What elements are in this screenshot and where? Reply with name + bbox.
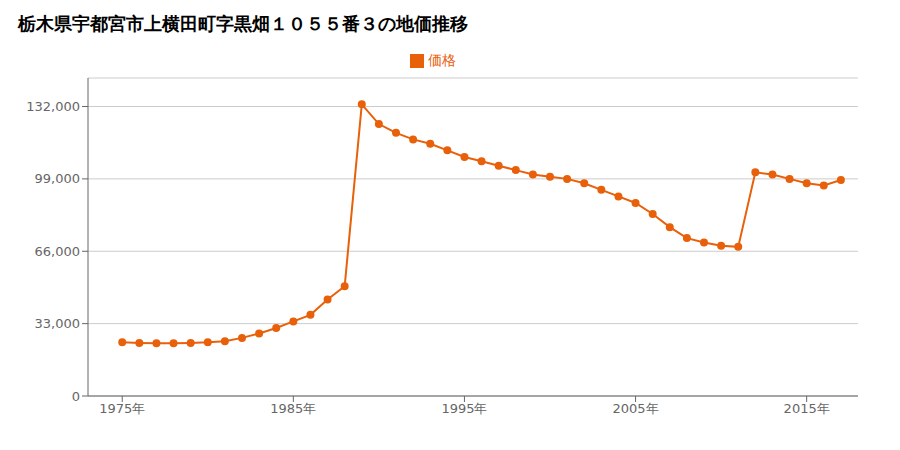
svg-text:2015年: 2015年 xyxy=(784,401,830,416)
svg-text:1995年: 1995年 xyxy=(441,401,487,416)
svg-text:0: 0 xyxy=(72,389,80,404)
svg-text:132,000: 132,000 xyxy=(26,99,80,114)
html-text:価格: 価格 xyxy=(428,52,456,68)
svg-text:1975年: 1975年 xyxy=(99,401,145,416)
html-text:栃木県宇都宮市上横田町字黒畑１０５５番３の地価推移: 栃木県宇都宮市上横田町字黒畑１０５５番３の地価推移 xyxy=(18,13,468,34)
svg-text:2005年: 2005年 xyxy=(613,401,659,416)
svg-text:33,000: 33,000 xyxy=(35,316,81,331)
svg-text:99,000: 99,000 xyxy=(35,171,81,186)
svg-text:1985年: 1985年 xyxy=(270,401,316,416)
svg-text:66,000: 66,000 xyxy=(35,244,81,259)
